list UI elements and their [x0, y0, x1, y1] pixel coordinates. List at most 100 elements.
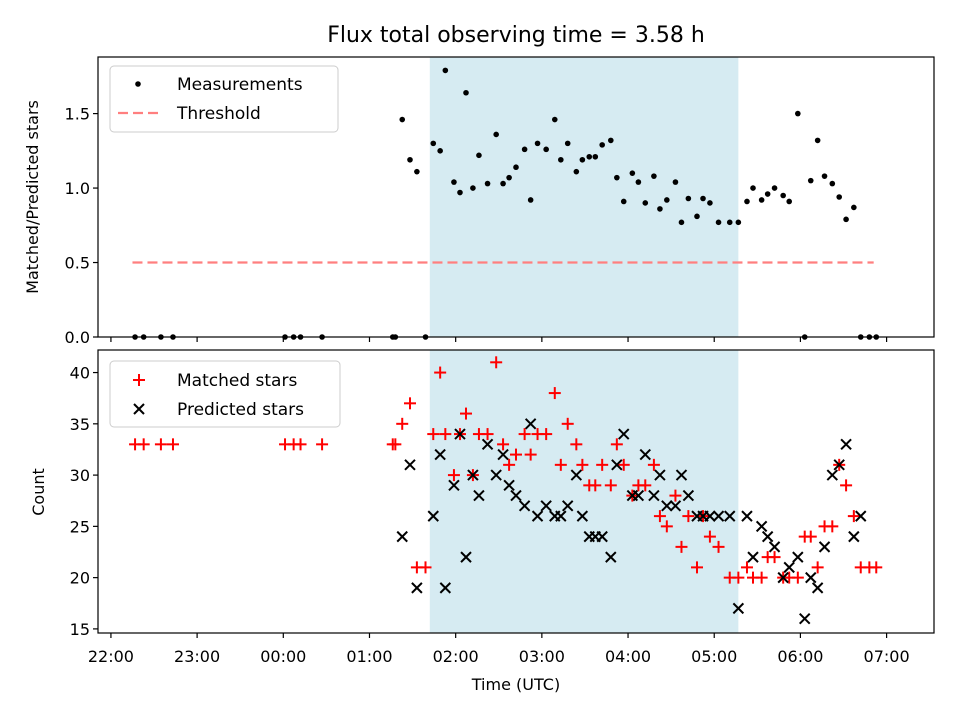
measurement-point	[735, 219, 742, 226]
predicted-star-marker	[648, 489, 660, 502]
measurement-point	[430, 140, 437, 147]
predicted-star-marker	[712, 510, 725, 522]
matched-star-marker	[396, 417, 409, 430]
predicted-star-marker	[669, 500, 682, 512]
legend-measurements-label: Measurements	[177, 75, 303, 95]
matched-star-marker	[740, 561, 753, 574]
top-axes-frame	[97, 56, 935, 338]
matched-star-marker	[561, 417, 574, 430]
matched-stars-points	[129, 356, 883, 584]
measurement-point	[629, 170, 636, 176]
predicted-star-marker	[747, 551, 759, 563]
measurement-point	[527, 197, 534, 203]
predicted-star-marker	[481, 438, 494, 451]
legend-measurements-marker	[135, 81, 141, 87]
predicted-star-marker	[848, 530, 860, 543]
predicted-star-marker	[654, 469, 666, 481]
predicted-star-marker	[576, 510, 589, 522]
matched-star-marker	[403, 397, 416, 410]
predicted-stars-points	[396, 418, 867, 625]
matched-star-marker	[294, 438, 307, 451]
predicted-star-marker	[497, 448, 509, 461]
predicted-star-marker	[518, 500, 531, 512]
matched-star-marker	[540, 428, 553, 441]
matched-star-marker	[617, 458, 630, 471]
measurement-point	[470, 185, 476, 191]
predicted-star-marker	[411, 582, 423, 594]
matched-star-marker	[647, 458, 660, 471]
predicted-star-marker	[639, 448, 651, 461]
matched-star-marker	[639, 479, 652, 492]
bottom-x-tick-label: 23:00	[174, 647, 220, 666]
predicted-star-marker	[855, 510, 867, 522]
measurement-point	[685, 195, 692, 202]
measurement-point	[407, 156, 413, 163]
predicted-star-marker	[396, 530, 408, 543]
measurement-point	[635, 179, 642, 185]
predicted-star-marker	[555, 510, 567, 522]
predicted-star-marker	[596, 530, 608, 543]
bottom-x-tick-label: 01:00	[346, 647, 392, 666]
predicted-star-marker	[503, 479, 515, 492]
measurement-point	[807, 177, 814, 184]
predicted-star-marker	[682, 489, 695, 502]
measurement-point	[586, 153, 593, 160]
predicted-star-marker	[818, 541, 831, 553]
predicted-star-marker	[840, 438, 852, 451]
predicted-star-marker	[792, 551, 804, 563]
measurement-point	[664, 197, 670, 203]
measurement-point	[437, 148, 443, 154]
matched-star-marker	[419, 561, 432, 574]
predicted-star-marker	[490, 469, 502, 481]
measurement-point	[399, 116, 406, 123]
bottom-y-ticks: 15 20 25 30 35 40	[70, 364, 98, 639]
measurement-point	[715, 219, 722, 226]
measurement-point	[651, 173, 657, 179]
predicted-star-marker	[404, 459, 416, 471]
measurement-point	[786, 198, 793, 205]
measurement-point	[451, 179, 457, 185]
predicted-star-marker	[755, 520, 768, 533]
predicted-star-marker	[768, 541, 781, 553]
measurement-point	[758, 197, 765, 203]
measurement-point	[599, 142, 605, 148]
measurement-point	[457, 189, 463, 196]
legend-matched-marker	[133, 374, 145, 386]
predicted-star-marker	[439, 582, 452, 594]
measurement-point	[744, 198, 750, 205]
matched-star-marker	[548, 387, 561, 400]
top-y-ticks: 0.0 0.5 1.0 1.5	[65, 105, 98, 347]
predicted-star-marker	[605, 551, 617, 563]
matched-star-marker	[703, 530, 716, 543]
bottom-y-tick-label: 30	[70, 466, 90, 485]
matched-star-marker	[826, 520, 839, 533]
matched-star-marker	[791, 571, 804, 584]
bottom-x-tick-label: 22:00	[88, 647, 134, 666]
measurement-point	[821, 173, 828, 179]
measurement-point	[442, 67, 449, 74]
top-y-tick-label: 0.5	[65, 254, 90, 273]
matched-star-marker	[510, 448, 522, 461]
matched-star-marker	[804, 530, 817, 543]
matched-star-marker	[154, 438, 167, 451]
measurement-point	[414, 168, 420, 175]
matched-star-marker	[675, 540, 688, 553]
matched-star-marker	[447, 469, 460, 482]
measurement-point	[620, 198, 627, 205]
top-y-tick-label: 0.0	[65, 328, 90, 347]
predicted-star-marker	[467, 469, 479, 481]
matched-star-marker	[847, 510, 860, 523]
bottom-legend: Matched stars Predicted stars	[109, 360, 341, 428]
measurement-point	[463, 89, 469, 96]
predicted-star-marker	[562, 500, 574, 512]
legend-predicted-marker	[133, 403, 145, 415]
bottom-y-tick-label: 15	[70, 620, 90, 639]
measurement-point	[558, 156, 564, 163]
predicted-star-marker	[732, 602, 745, 615]
measurement-point	[500, 180, 506, 187]
predicted-star-marker	[632, 489, 645, 502]
matched-star-marker	[427, 428, 440, 441]
measurement-point	[771, 185, 778, 191]
matched-star-marker	[570, 438, 583, 451]
matched-star-marker	[503, 458, 516, 471]
